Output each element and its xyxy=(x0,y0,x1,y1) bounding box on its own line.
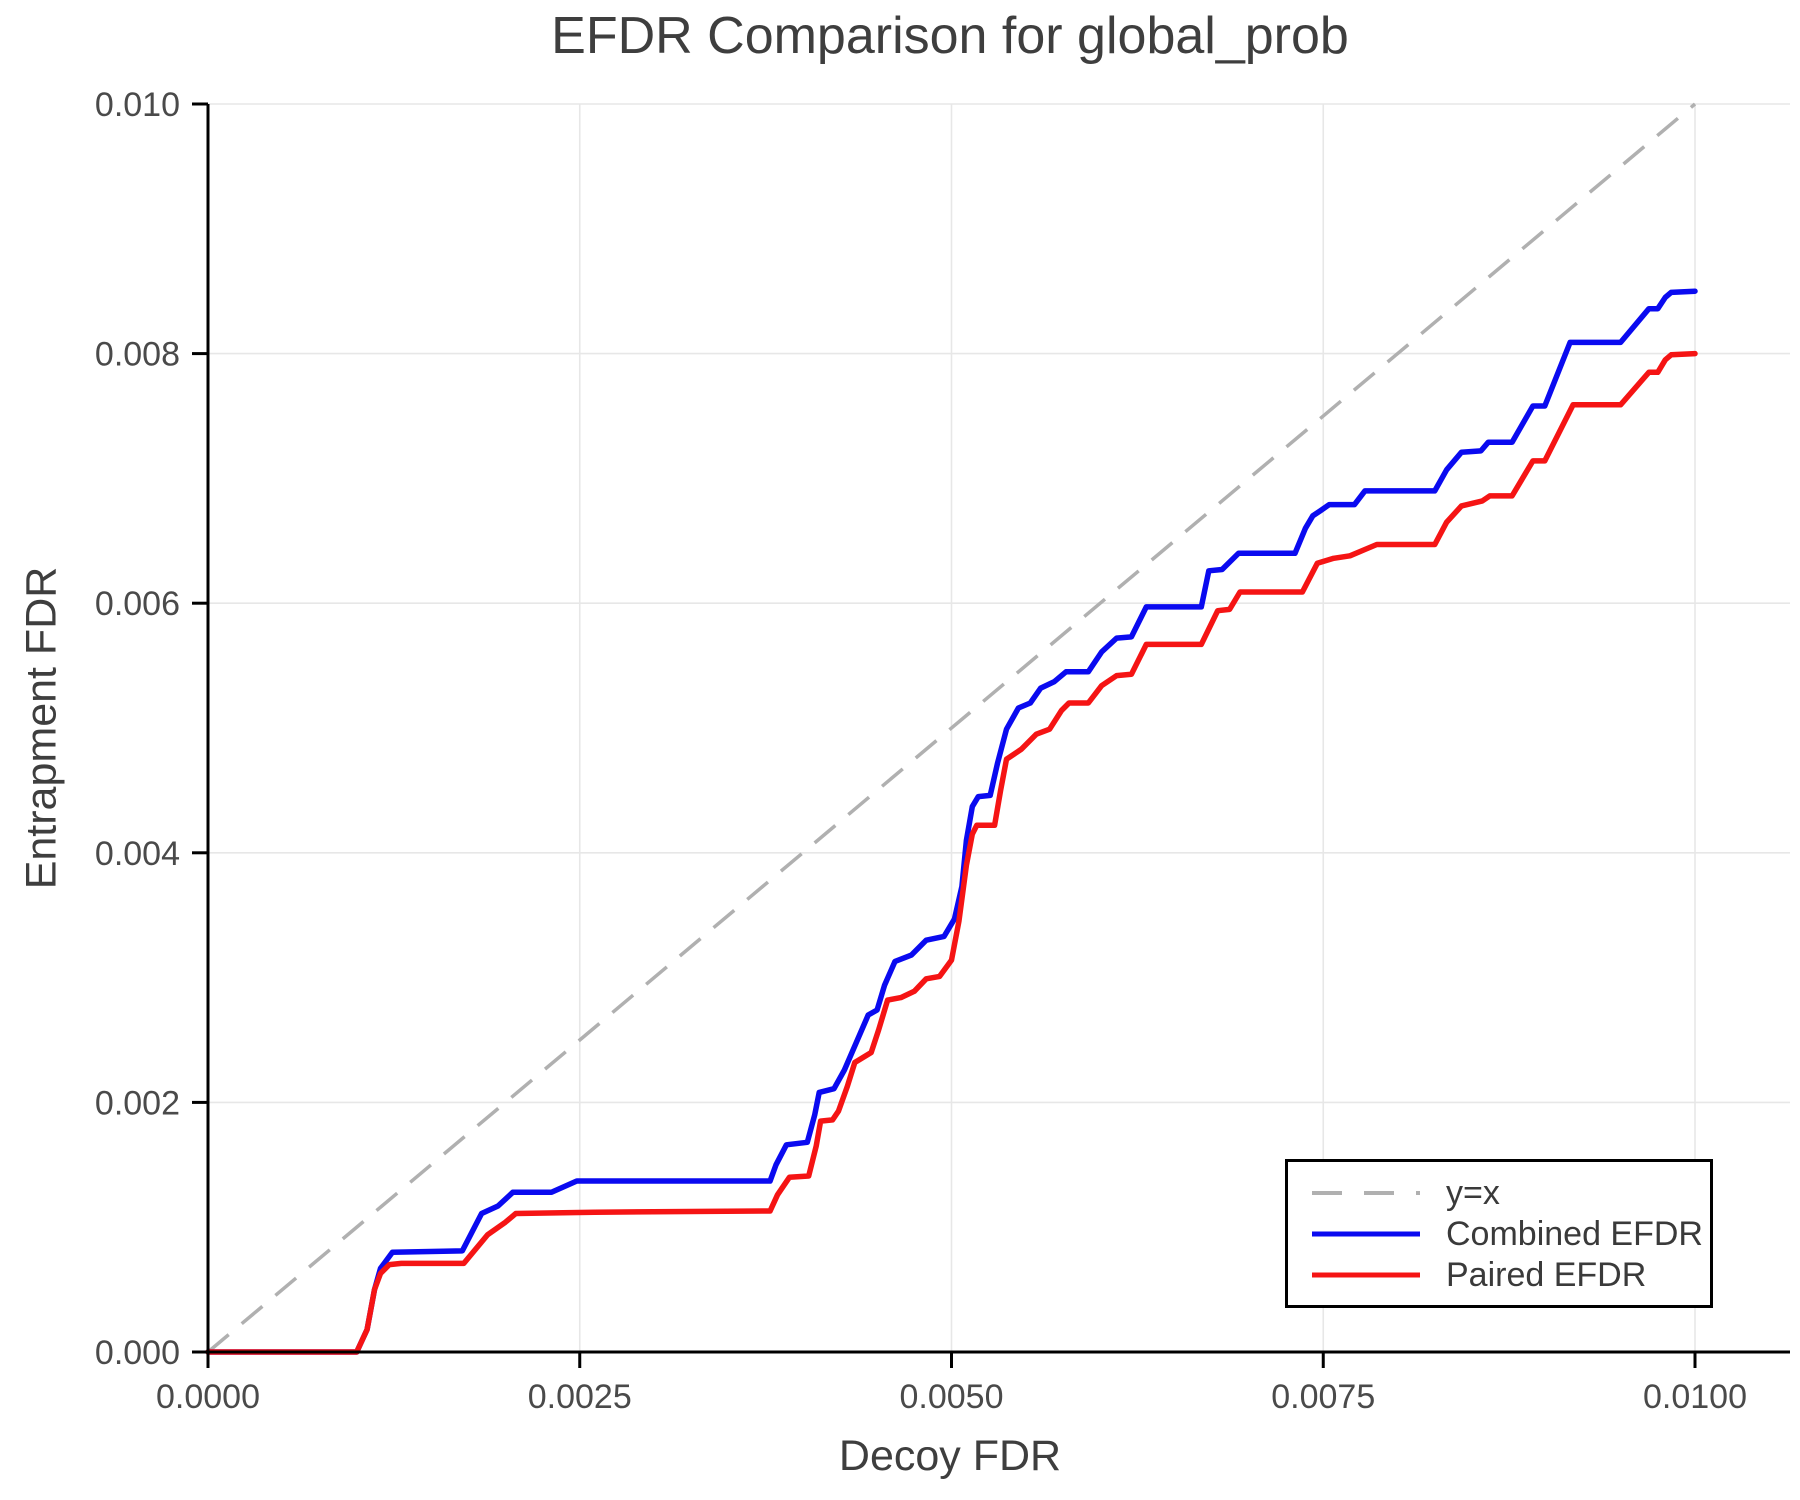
y-tick-label: 0.002 xyxy=(95,1084,180,1122)
dashed-line-icon xyxy=(1312,1190,1420,1195)
y-tick-label: 0.004 xyxy=(95,835,180,873)
y-tick-label: 0.000 xyxy=(95,1334,180,1372)
y-axis-label: Entrapment FDR xyxy=(17,566,66,890)
solid-line-icon xyxy=(1312,1231,1420,1236)
reference-line-yx xyxy=(206,102,1697,1354)
legend-label-combined: Combined EFDR xyxy=(1446,1214,1703,1253)
legend-row-combined: Combined EFDR xyxy=(1288,1215,1710,1253)
chart-title: EFDR Comparison for global_prob xyxy=(551,7,1349,65)
x-axis-label: Decoy FDR xyxy=(838,1432,1062,1480)
legend-label-yx: y=x xyxy=(1446,1173,1500,1212)
series-line-paired-efdr xyxy=(205,350,1698,1355)
y-tick-label: 0.010 xyxy=(95,86,180,124)
legend: y=x Combined EFDR Paired EFDR xyxy=(1285,1159,1713,1308)
x-tick-label: 0.0050 xyxy=(900,1378,1004,1416)
legend-row-yx: y=x xyxy=(1288,1174,1710,1212)
series-line-combined-efdr xyxy=(205,288,1698,1355)
x-tick-label: 0.0100 xyxy=(1643,1378,1747,1416)
y-tick-label: 0.008 xyxy=(95,336,180,374)
x-tick-label: 0.0000 xyxy=(156,1378,260,1416)
legend-label-paired: Paired EFDR xyxy=(1446,1255,1647,1294)
x-tick-label: 0.0075 xyxy=(1271,1378,1375,1416)
x-tick-label: 0.0025 xyxy=(528,1378,632,1416)
y-tick-label: 0.006 xyxy=(95,585,180,623)
solid-line-icon xyxy=(1312,1272,1420,1277)
legend-row-paired: Paired EFDR xyxy=(1288,1256,1710,1294)
